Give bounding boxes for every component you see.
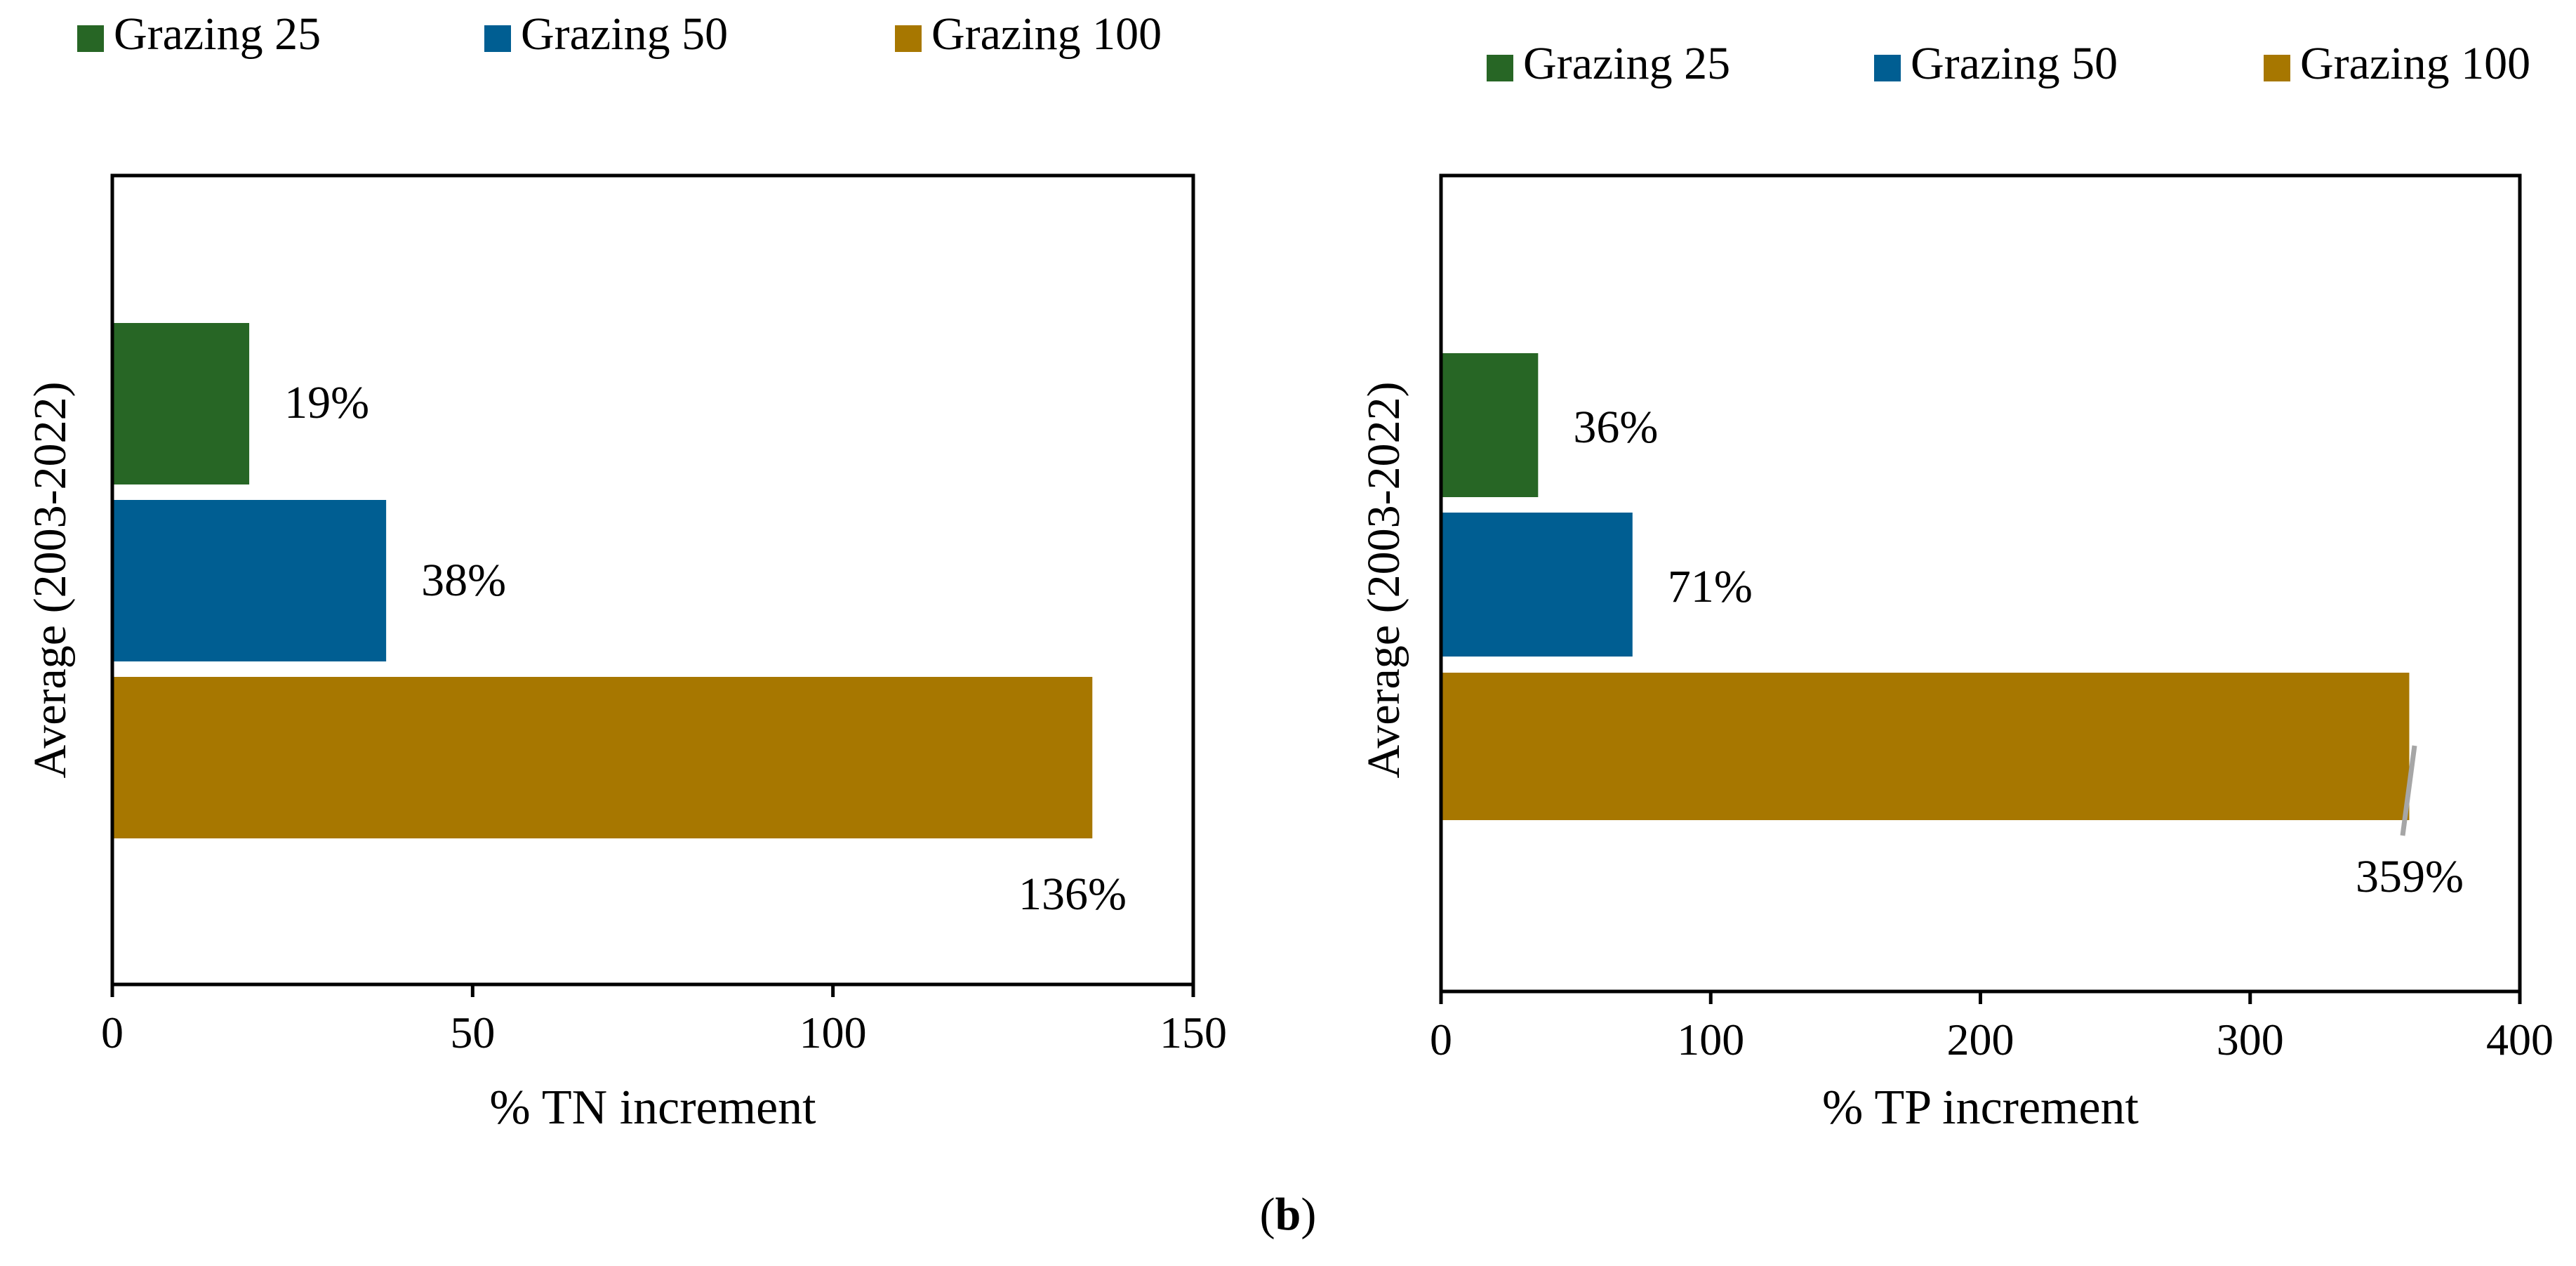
chart1-legend-swatch xyxy=(895,25,922,52)
panel-label-open: ( xyxy=(1259,1189,1275,1240)
chart2-data-label: 71% xyxy=(1668,561,1753,612)
chart1-bar-grazing-100 xyxy=(112,677,1093,838)
chart1-legend-swatch xyxy=(77,25,104,52)
chart1-data-label: 38% xyxy=(421,555,506,606)
chart2-legend-label: Grazing 25 xyxy=(1523,38,1730,89)
chart2-bar-grazing-100 xyxy=(1441,673,2410,820)
chart2-legend-swatch xyxy=(1874,55,1901,81)
chart1-bar-grazing-50 xyxy=(112,500,387,661)
chart2-x-axis-title: % TP increment xyxy=(1822,1081,2139,1135)
chart1-x-tick-label: 0 xyxy=(101,1008,124,1057)
chart1-legend-label: Grazing 25 xyxy=(114,8,321,60)
chart2-data-label: 359% xyxy=(2356,851,2464,902)
chart1-x-tick-label: 150 xyxy=(1160,1008,1227,1057)
chart1-x-axis-title: % TN increment xyxy=(489,1081,816,1135)
chart1-y-axis-title: Average (2003-2022) xyxy=(25,381,76,778)
chart1-data-label: 136% xyxy=(1018,869,1127,920)
chart2-y-axis-title: Average (2003-2022) xyxy=(1358,381,1409,778)
chart1-x-tick-label: 50 xyxy=(450,1008,495,1057)
chart1-plot-frame xyxy=(110,173,1195,987)
panel-label-close: ) xyxy=(1301,1189,1317,1240)
chart2-x-tick-label: 400 xyxy=(2486,1015,2554,1064)
chart2-data-label: 36% xyxy=(1573,402,1658,453)
chart2-label-leader-line xyxy=(2400,745,2417,836)
chart2-bar-grazing-50 xyxy=(1441,513,1633,657)
chart1-legend-swatch xyxy=(484,25,511,52)
chart2-legend-label: Grazing 100 xyxy=(2300,38,2530,89)
panel-label-letter: b xyxy=(1275,1189,1301,1240)
chart1-data-label: 19% xyxy=(284,377,369,428)
chart1-x-tick-label: 100 xyxy=(799,1008,867,1057)
chart2-legend-swatch xyxy=(2264,55,2290,81)
chart1-bar-grazing-25 xyxy=(112,323,250,484)
chart2-legend-swatch xyxy=(1487,55,1513,81)
panel-label: (b) xyxy=(0,1187,2576,1243)
chart2-x-tick-label: 0 xyxy=(1430,1015,1452,1064)
chart2-x-tick-label: 300 xyxy=(2217,1015,2284,1064)
chart2-x-tick-label: 100 xyxy=(1677,1015,1744,1064)
chart2-legend-label: Grazing 50 xyxy=(1911,38,2118,89)
chart1-legend-label: Grazing 100 xyxy=(931,8,1162,60)
chart1-legend-label: Grazing 50 xyxy=(521,8,728,60)
chart2-bar-grazing-25 xyxy=(1441,353,1539,497)
chart2-x-tick-label: 200 xyxy=(1947,1015,2014,1064)
